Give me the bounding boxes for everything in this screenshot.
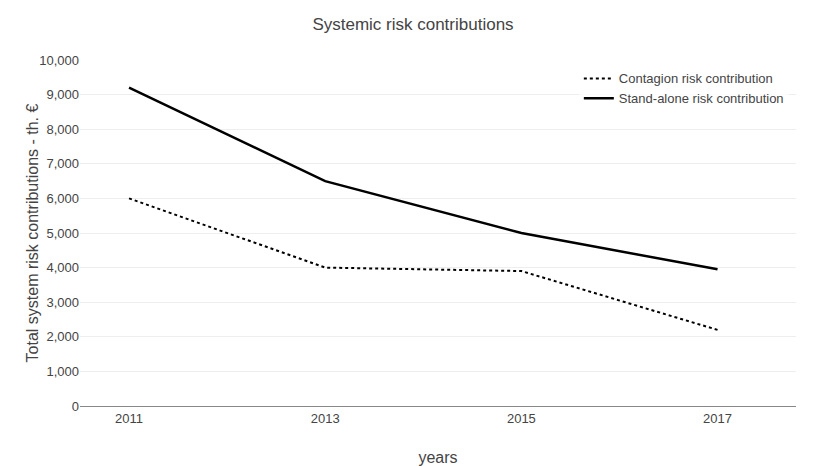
svg-text:2013: 2013 — [311, 411, 340, 426]
svg-text:Systemic risk contributions: Systemic risk contributions — [312, 15, 513, 34]
svg-text:1,000: 1,000 — [46, 364, 79, 379]
svg-text:2015: 2015 — [507, 411, 536, 426]
svg-text:2011: 2011 — [115, 411, 143, 426]
svg-text:10,000: 10,000 — [39, 53, 79, 68]
svg-text:3,000: 3,000 — [46, 295, 79, 310]
svg-text:Stand-alone risk contribution: Stand-alone risk contribution — [619, 91, 784, 106]
svg-text:Total system risk contribution: Total system risk contributions - th. € — [24, 104, 41, 363]
svg-text:2017: 2017 — [703, 411, 732, 426]
svg-text:7,000: 7,000 — [46, 156, 79, 171]
svg-text:6,000: 6,000 — [46, 191, 79, 206]
svg-text:5,000: 5,000 — [46, 226, 79, 241]
svg-text:years: years — [418, 449, 457, 466]
svg-text:2,000: 2,000 — [46, 329, 79, 344]
svg-text:0: 0 — [72, 399, 79, 414]
svg-text:8,000: 8,000 — [46, 122, 79, 137]
svg-text:4,000: 4,000 — [46, 260, 79, 275]
svg-text:Contagion risk contribution: Contagion risk contribution — [619, 71, 773, 86]
svg-text:9,000: 9,000 — [46, 87, 79, 102]
